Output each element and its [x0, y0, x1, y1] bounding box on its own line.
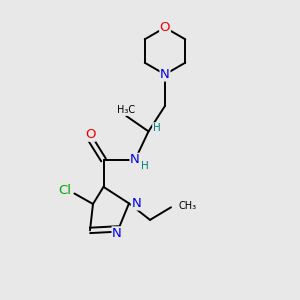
- Text: H₃C: H₃C: [117, 105, 135, 116]
- Text: H: H: [153, 123, 160, 133]
- Text: Cl: Cl: [58, 184, 71, 197]
- Text: N: N: [130, 153, 140, 167]
- Text: O: O: [160, 21, 170, 34]
- Text: O: O: [85, 128, 95, 141]
- Text: N: N: [160, 68, 170, 81]
- Text: N: N: [131, 197, 141, 210]
- Text: CH₃: CH₃: [178, 201, 196, 211]
- Text: N: N: [112, 227, 122, 240]
- Text: H: H: [141, 161, 148, 172]
